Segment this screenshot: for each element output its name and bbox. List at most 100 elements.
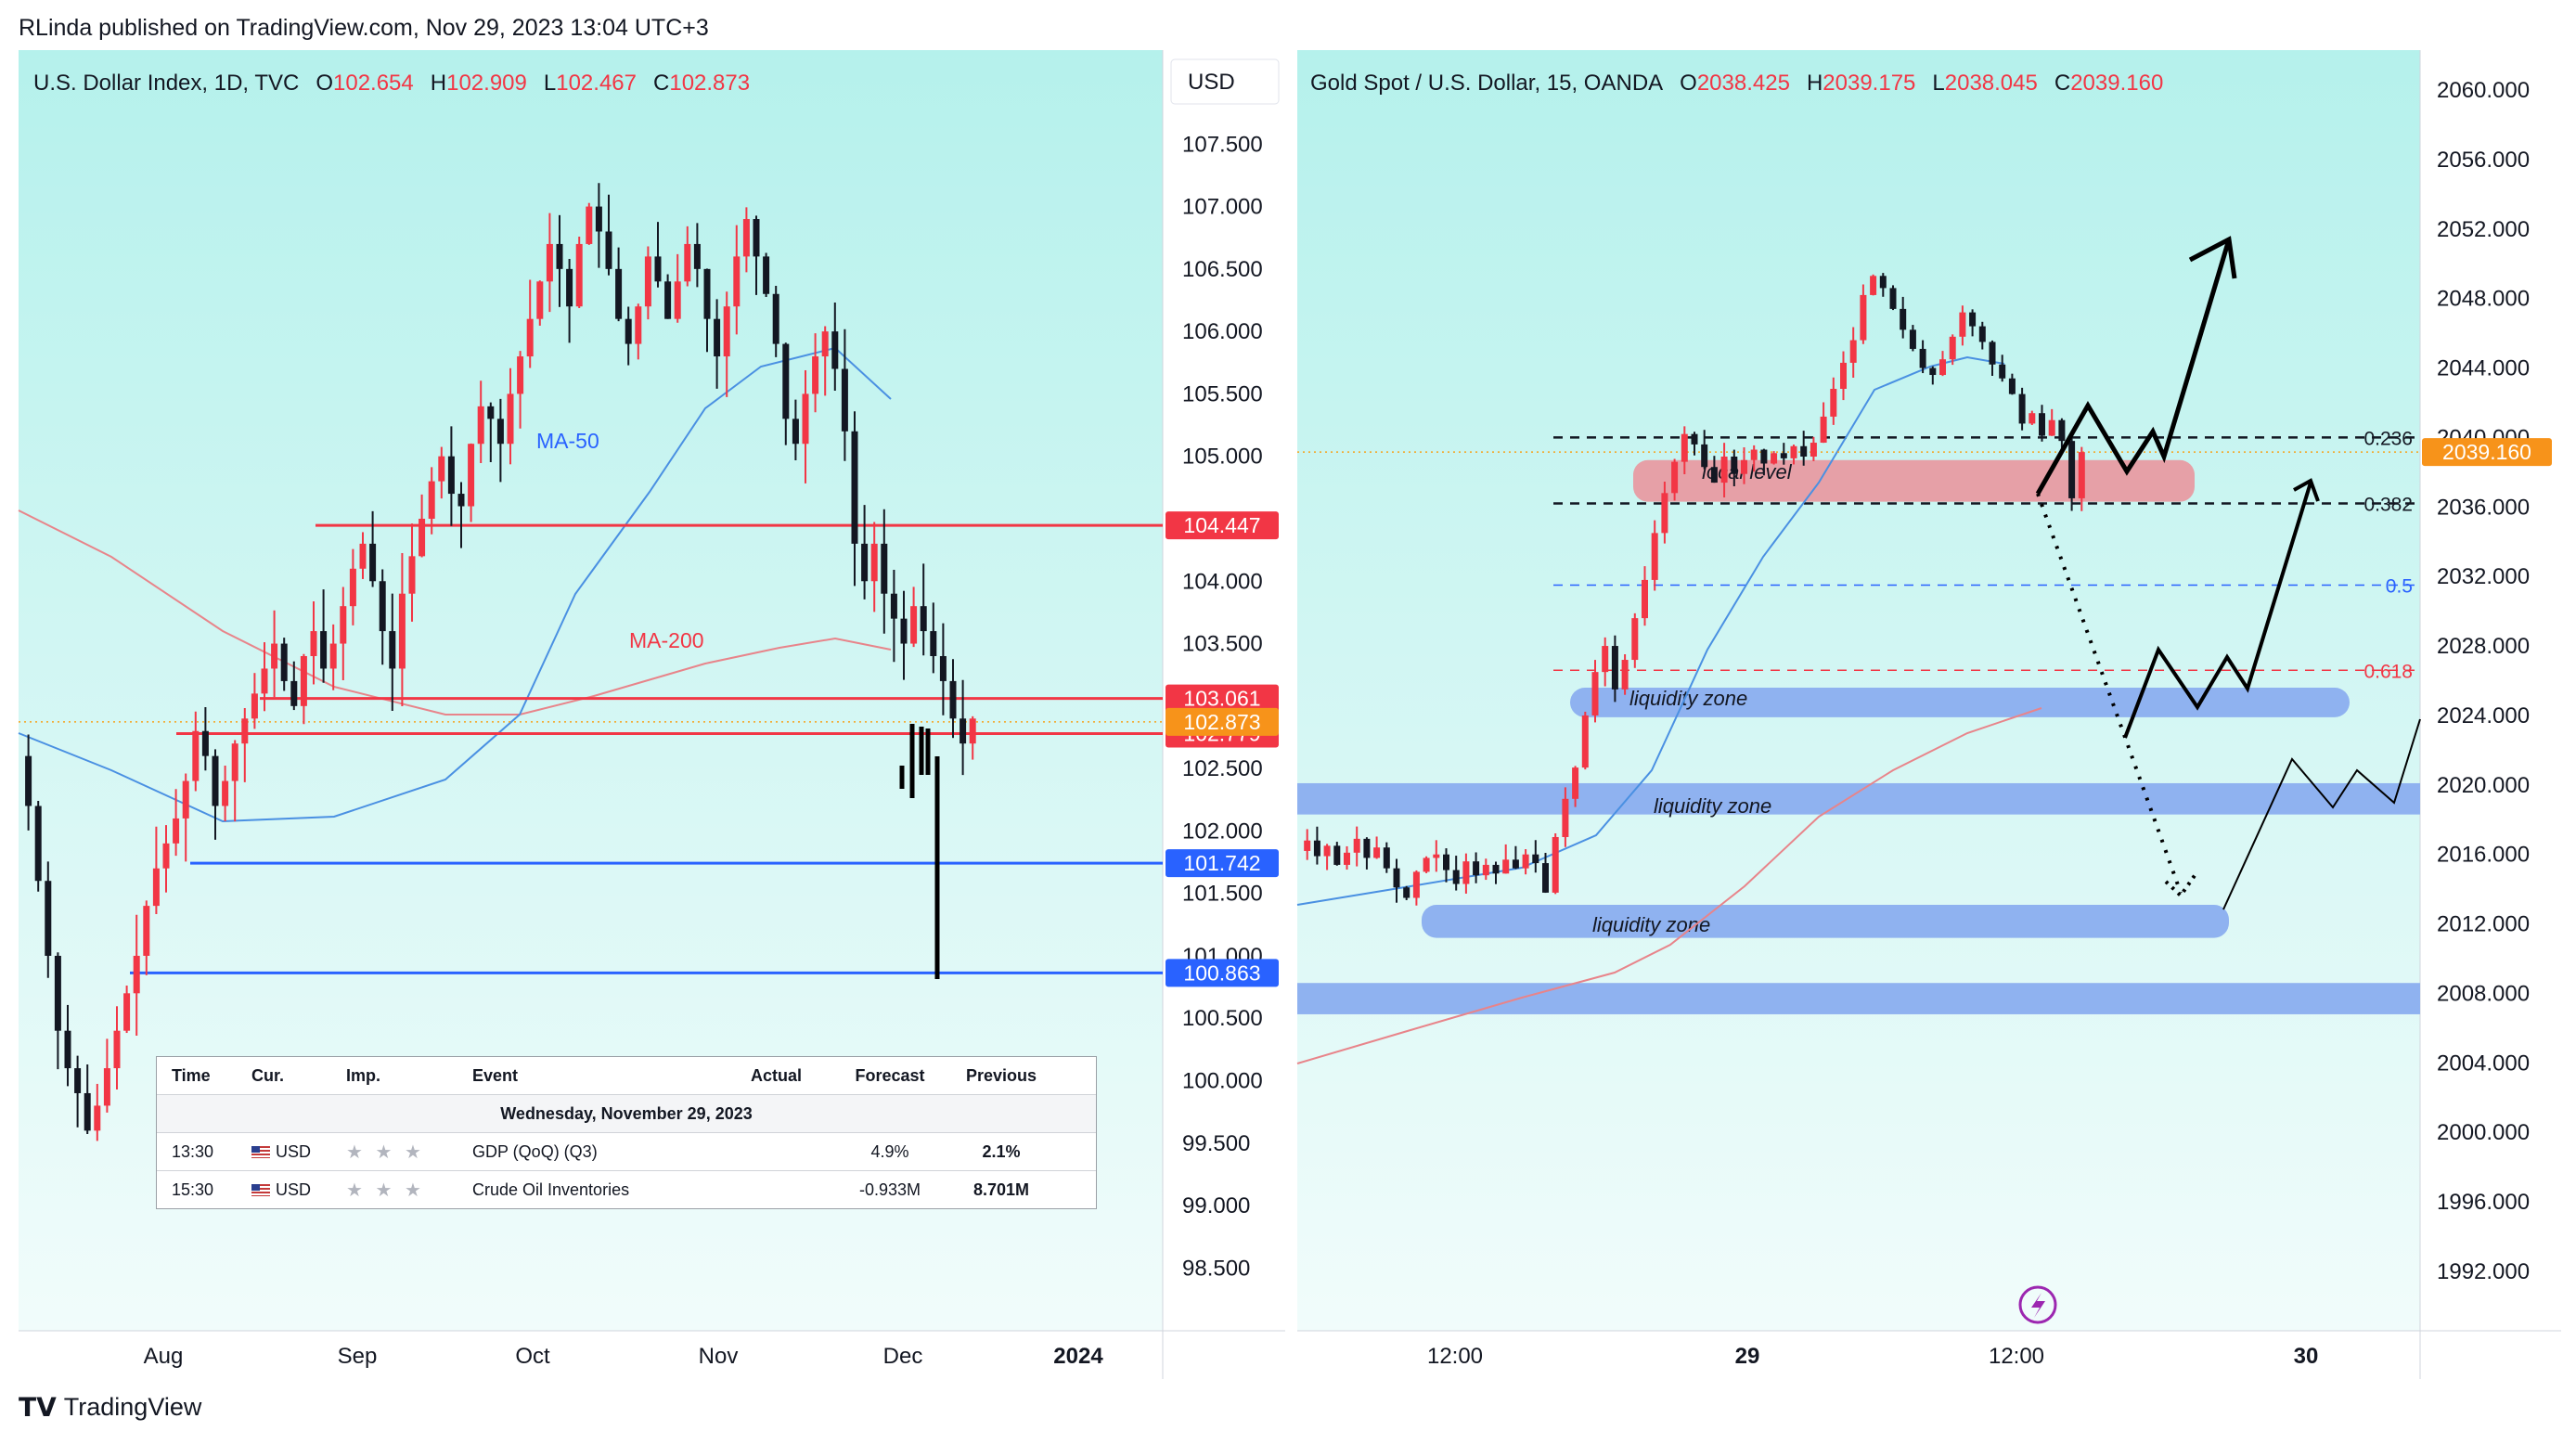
- tradingview-footer[interactable]: 𝗧𝗩 TradingView: [19, 1392, 201, 1423]
- candle-body: [1433, 854, 1440, 858]
- candle-body: [201, 730, 209, 756]
- candle-body: [320, 631, 328, 669]
- time-axis-label: 30: [2294, 1344, 2319, 1369]
- candle-body: [615, 268, 623, 319]
- candle-body: [74, 1068, 82, 1093]
- legend-l: 2038.045: [1945, 71, 2038, 96]
- fib-level-label: 0.382: [2363, 495, 2413, 516]
- price-axis-label: 2020.000: [2437, 773, 2530, 798]
- candle-body: [251, 693, 258, 719]
- calendar-row[interactable]: 15:30 USD ★ ★ ★ Crude Oil Inventories -0…: [157, 1170, 1096, 1208]
- candle-body: [861, 543, 869, 582]
- calendar-header-importance: Imp.: [346, 1065, 381, 1085]
- fib-level-label: 0.618: [2363, 661, 2413, 682]
- candle-body: [595, 206, 602, 232]
- event-name: Crude Oil Inventories: [472, 1180, 630, 1199]
- pane-separator[interactable]: [1288, 50, 1294, 1379]
- level-badge-resistance: 104.447: [1183, 513, 1260, 537]
- lightning-icon: [2031, 1293, 2045, 1318]
- price-axis-label: 107.000: [1182, 195, 1263, 220]
- candle-body: [1552, 836, 1559, 893]
- price-axis-label: 2060.000: [2437, 78, 2530, 103]
- candle-body: [143, 906, 150, 956]
- price-axis-label: 1992.000: [2437, 1259, 2530, 1284]
- projection-path: [2222, 718, 2421, 910]
- local-level-zone: [1633, 459, 2195, 502]
- event-currency: USD: [251, 1142, 346, 1162]
- level-badge-resistance-bg: [1166, 511, 1279, 540]
- candle-body: [1581, 715, 1589, 768]
- legend-h: 2039.175: [1823, 71, 1915, 96]
- candle-body: [173, 818, 180, 844]
- candle-body: [1403, 887, 1410, 898]
- candle-body: [1900, 308, 1907, 330]
- legend-c-label: C: [2054, 71, 2070, 96]
- candle-body: [123, 993, 131, 1031]
- candle-body: [2039, 413, 2045, 436]
- event-currency-code: USD: [276, 1141, 312, 1161]
- bearish-projection-path: [2036, 493, 2183, 894]
- candle-body: [802, 393, 809, 445]
- level-badge-support-bg: [1166, 959, 1279, 987]
- candle-body: [674, 281, 681, 319]
- candle-body: [310, 631, 317, 656]
- candle-body: [231, 743, 238, 781]
- candle-body: [1720, 457, 1728, 483]
- legend-l: 102.467: [556, 71, 637, 96]
- time-axis-label: 29: [1735, 1344, 1760, 1369]
- candle-body: [566, 268, 573, 307]
- price-axis-label: 2028.000: [2437, 634, 2530, 659]
- price-axis-label: 2000.000: [2437, 1120, 2530, 1145]
- candle-body: [389, 631, 396, 669]
- legend-h: 102.909: [446, 71, 527, 96]
- candle-body: [1651, 533, 1658, 580]
- candle-body: [419, 518, 426, 557]
- candle-body: [635, 306, 642, 344]
- level-badge-resistance: 103.061: [1183, 687, 1260, 711]
- candle-body: [1462, 861, 1470, 884]
- candle-body: [1621, 660, 1629, 690]
- price-axis-label: 99.500: [1182, 1131, 1250, 1156]
- currency-button[interactable]: [1170, 58, 1280, 105]
- price-axis-label: 2052.000: [2437, 217, 2530, 242]
- price-axis-label: 102.500: [1182, 756, 1263, 781]
- legend-c: 102.873: [669, 71, 750, 96]
- candle-body: [1691, 433, 1698, 445]
- candle-body: [1820, 416, 1827, 444]
- level-badge-support-bg: [1166, 849, 1279, 878]
- candle-body: [851, 431, 858, 544]
- lightning-icon[interactable]: [2018, 1285, 2057, 1324]
- candle-body: [1611, 646, 1618, 690]
- time-axis-label: 2024: [1053, 1344, 1103, 1369]
- candle-body: [881, 543, 888, 594]
- fib-level-label: 0.236: [2363, 428, 2413, 449]
- time-axis-label: Aug: [144, 1344, 184, 1369]
- calendar-header-event: Event: [472, 1065, 519, 1085]
- candle-body: [664, 281, 672, 319]
- calendar-header-row: Time Cur. Imp. Event Actual Forecast Pre…: [157, 1057, 1096, 1094]
- publisher-header: RLinda published on TradingView.com, Nov…: [19, 15, 709, 41]
- candle-body: [900, 618, 908, 644]
- candle-body: [753, 219, 760, 257]
- time-axis-label: 12:00: [1427, 1344, 1483, 1369]
- price-axis-label: 103.500: [1182, 632, 1263, 657]
- price-axis-label: 2016.000: [2437, 843, 2530, 868]
- candle-body: [1710, 467, 1718, 483]
- candle-body: [379, 581, 386, 632]
- candle-body: [64, 1030, 71, 1069]
- price-axis-label: 2048.000: [2437, 287, 2530, 312]
- candle-body: [556, 243, 563, 269]
- event-name: GDP (QoQ) (Q3): [472, 1141, 598, 1161]
- candle-body: [477, 406, 484, 445]
- candle-body: [1989, 342, 1996, 365]
- candle-body: [290, 680, 298, 706]
- candle-body: [1860, 294, 1867, 341]
- candle-body: [870, 543, 878, 582]
- candle-body: [1800, 445, 1808, 458]
- arrow-head-icon: [2188, 236, 2237, 279]
- candle-body: [261, 668, 268, 694]
- candle-body: [1830, 388, 1837, 417]
- calendar-row[interactable]: 13:30 USD ★ ★ ★ GDP (QoQ) (Q3) 4.9% 2.1%: [157, 1132, 1096, 1170]
- legend-h-label: H: [1807, 71, 1823, 96]
